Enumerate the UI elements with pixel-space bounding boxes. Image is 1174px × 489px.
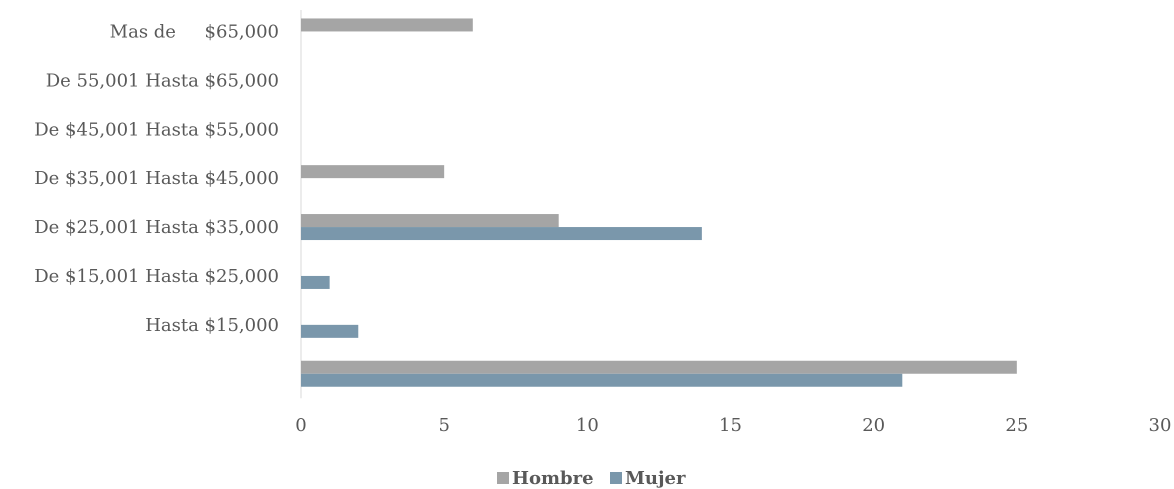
category-label: De $25,001 Hasta $35,000 [34, 217, 279, 238]
x-tick-label: 0 [295, 415, 306, 436]
bar-mujer [301, 324, 359, 338]
bar-mujer [301, 275, 330, 289]
legend-swatch-mujer [610, 472, 622, 484]
category-label: De $15,001 Hasta $25,000 [34, 266, 279, 287]
category-label: De 55,001 Hasta $65,000 [46, 70, 279, 91]
bar-hombre [301, 18, 473, 32]
legend-swatch-hombre [497, 472, 509, 484]
category-label: De $35,001 Hasta $45,000 [34, 168, 279, 189]
category-label: Hasta $15,000 [145, 315, 279, 336]
category-label: Mas de $65,000 [110, 21, 279, 42]
x-tick-label: 25 [1005, 415, 1028, 436]
bar-hombre [301, 214, 559, 228]
x-tick-label: 15 [719, 415, 742, 436]
x-tick-label: 10 [576, 415, 599, 436]
bar-mujer [301, 373, 903, 387]
bars [301, 18, 1017, 387]
category-label: De $45,001 Hasta $55,000 [34, 119, 279, 140]
x-tick-label: 5 [438, 415, 449, 436]
x-tick-label: 30 [1149, 415, 1172, 436]
legend-label-hombre: Hombre [512, 468, 594, 489]
bar-hombre [301, 165, 445, 179]
legend-label-mujer: Mujer [625, 468, 686, 489]
legend: Hombre Mujer [497, 468, 686, 489]
x-tick-labels: 0 5 10 15 20 25 30 [295, 415, 1171, 436]
x-tick-label: 20 [862, 415, 885, 436]
category-labels: Mas de $65,000 De 55,001 Hasta $65,000 De … [34, 21, 279, 335]
bar-mujer [301, 227, 702, 241]
bar-hombre [301, 360, 1017, 374]
